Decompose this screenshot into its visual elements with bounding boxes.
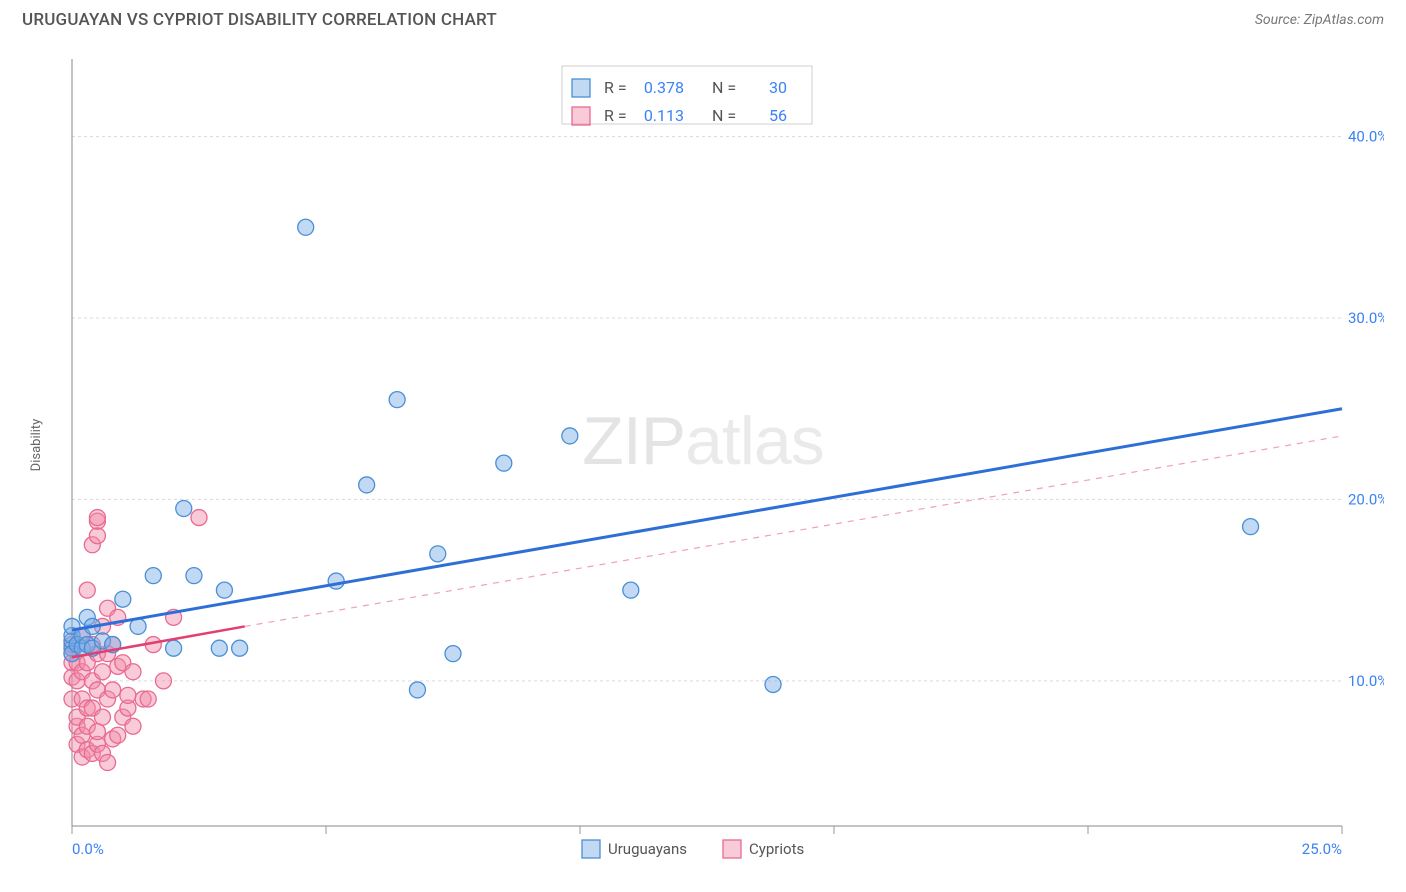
source-label: Source: ZipAtlas.com [1255, 12, 1384, 28]
data-point [166, 640, 182, 656]
data-point [623, 582, 639, 598]
data-point [562, 428, 578, 444]
data-point [191, 510, 207, 526]
data-point [430, 546, 446, 562]
trendline-cypriots-dash [245, 436, 1342, 627]
legend-r-label: R = [604, 78, 627, 97]
data-point [232, 640, 248, 656]
chart-container: 10.0% 20.0% 30.0% 40.0% 0.0% 25.0% Disability R… [22, 44, 1384, 872]
data-point [409, 682, 425, 698]
data-point [100, 755, 116, 771]
data-point [125, 664, 141, 680]
data-point [89, 510, 105, 526]
data-point [89, 528, 105, 544]
data-point [140, 691, 156, 707]
y-axis-label: Disability [29, 419, 44, 472]
chart-title: URUGUAYAN VS CYPRIOT DISABILITY CORRELAT… [22, 10, 497, 30]
data-point [445, 646, 461, 662]
legend-swatch [723, 840, 741, 858]
data-point [298, 219, 314, 235]
data-point [496, 455, 512, 471]
y-tick-label: 10.0% [1348, 672, 1384, 690]
data-point [176, 501, 192, 517]
legend-n-value: 30 [769, 78, 787, 97]
data-point [110, 727, 126, 743]
y-tick-label: 30.0% [1348, 309, 1384, 327]
legend-r-value: 0.378 [644, 78, 684, 97]
data-point [359, 477, 375, 493]
legend-swatch [572, 107, 590, 125]
legend-swatch [572, 79, 590, 97]
data-point [1243, 519, 1259, 535]
correlation-scatter-chart: 10.0% 20.0% 30.0% 40.0% 0.0% 25.0% Disability R… [22, 44, 1384, 872]
y-tick-label: 40.0% [1348, 128, 1384, 146]
x-tick-label: 0.0% [72, 840, 104, 858]
legend-n-value: 56 [769, 106, 787, 125]
x-tick-label: 25.0% [1302, 840, 1342, 858]
data-point [125, 718, 141, 734]
data-point [211, 640, 227, 656]
legend-r-value: 0.113 [644, 106, 684, 125]
legend-n-label: N = [712, 106, 736, 125]
data-point [115, 591, 131, 607]
data-point [186, 568, 202, 584]
legend-series-label: Cypriots [749, 840, 804, 858]
data-point [328, 573, 344, 589]
data-point [216, 582, 232, 598]
data-point [94, 709, 110, 725]
legend-n-label: N = [712, 78, 736, 97]
data-point [89, 724, 105, 740]
data-point [765, 676, 781, 692]
data-point [120, 687, 136, 703]
data-point [389, 392, 405, 408]
legend-series-label: Uruguayans [608, 840, 687, 858]
data-point [94, 664, 110, 680]
y-tick-label: 20.0% [1348, 490, 1384, 508]
data-point [145, 568, 161, 584]
legend-r-label: R = [604, 106, 627, 125]
data-point [105, 682, 121, 698]
data-point [155, 673, 171, 689]
legend-swatch [582, 840, 600, 858]
trendline-uruguayans [72, 409, 1342, 630]
data-point [79, 582, 95, 598]
